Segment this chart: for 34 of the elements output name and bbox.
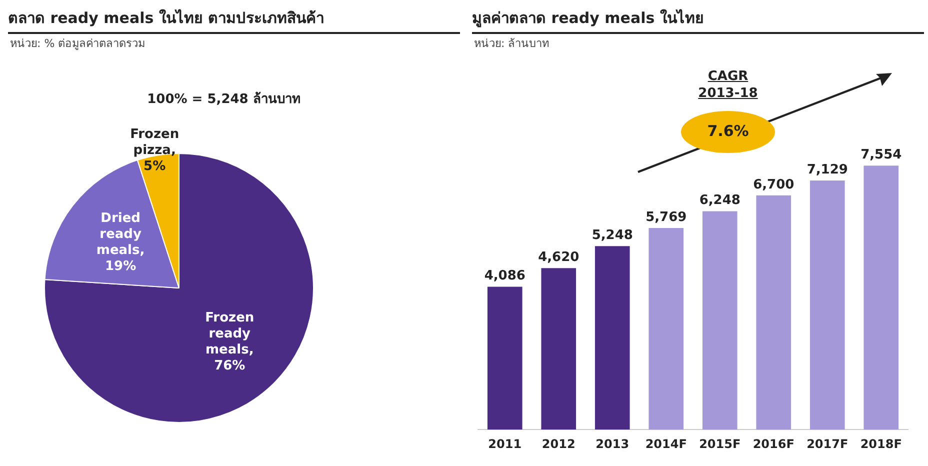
chart-title: มูลค่าตลาด ready meals ในไทย <box>472 6 924 34</box>
text: 100% = 5,248 ล้านบาท <box>146 90 302 109</box>
data-label: 7,554 <box>860 147 902 162</box>
bar <box>541 268 576 430</box>
slice-label: Frozen pizza, 5% <box>130 126 180 174</box>
text: CAGR 2013-18 <box>697 68 759 102</box>
bar <box>594 246 630 430</box>
x-tick-label: 2011 <box>488 436 522 451</box>
slice-label: Dried ready meals, 19% <box>96 211 145 274</box>
data-label: 5,769 <box>646 210 687 225</box>
x-tick-label: 2016F <box>752 436 794 451</box>
chart-title: ตลาด ready meals ในไทย ตามประเภทสินค้า <box>8 6 460 34</box>
text: 7.6% <box>706 122 750 140</box>
data-label: 7,129 <box>806 162 848 178</box>
bar <box>648 228 684 430</box>
chart-subtitle: หน่วย: ล้านบาท <box>474 36 550 52</box>
data-label: 5,248 <box>592 228 633 244</box>
data-label: 4,086 <box>484 268 526 284</box>
bar <box>702 211 738 430</box>
x-tick-label: 2018F <box>860 436 902 451</box>
bar <box>756 195 792 430</box>
x-tick-label: 2017F <box>806 436 848 451</box>
slice-label: Frozen ready meals, 76% <box>205 310 254 374</box>
chart-subtitle: หน่วย: % ต่อมูลค่าตลาดรวม <box>10 36 146 52</box>
data-label: 6,248 <box>699 193 740 208</box>
data-label: 4,620 <box>538 250 580 266</box>
x-tick-label: 2013 <box>596 436 630 451</box>
x-tick-label: 2014F <box>645 436 687 451</box>
bar <box>810 180 845 430</box>
bar <box>487 286 522 430</box>
data-label: 6,700 <box>753 177 794 192</box>
x-tick-label: 2012 <box>542 436 576 451</box>
bar <box>864 166 899 430</box>
x-tick-label: 2015F <box>699 436 741 451</box>
